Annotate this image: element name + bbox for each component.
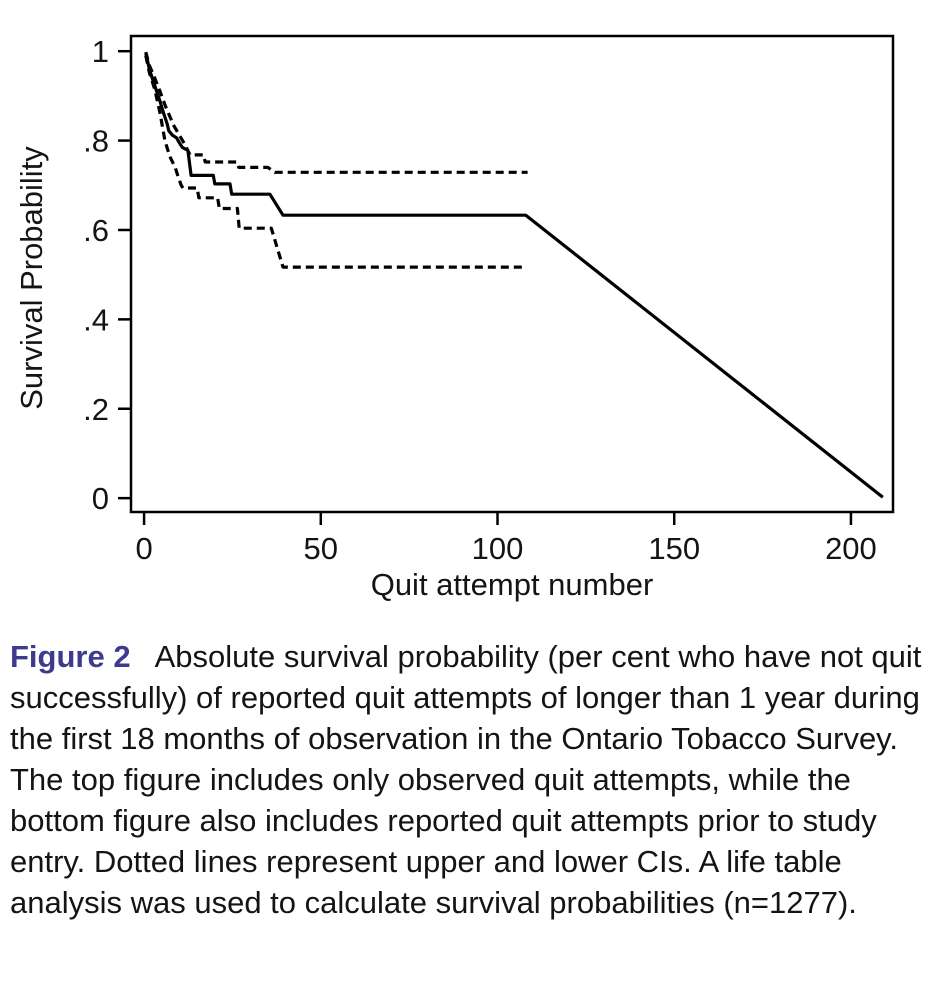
x-tick-label: 0 — [135, 531, 152, 566]
x-tick-label: 200 — [825, 531, 877, 566]
y-tick-label: .4 — [83, 302, 109, 337]
y-tick-label: .8 — [83, 124, 109, 159]
x-tick-label: 150 — [648, 531, 700, 566]
figure-caption: Figure 2 Absolute survival probability (p… — [10, 636, 938, 923]
series-survival-estimate — [144, 53, 884, 499]
series-upper-ci — [144, 51, 528, 174]
caption-text: Absolute survival probability (per cent … — [10, 639, 922, 920]
x-tick-label: 100 — [472, 531, 524, 566]
y-tick-label: .2 — [83, 392, 109, 427]
survival-chart: 1 .8 .6 .4 .2 0 200 150 100 50 0 Quit attempt numb… — [14, 34, 895, 602]
x-axis-title: Quit attempt number — [371, 567, 654, 602]
chart-svg: 1 .8 .6 .4 .2 0 200 150 100 50 0 Quit attempt numb… — [14, 34, 895, 602]
x-tick-label: 50 — [304, 531, 338, 566]
y-tick-label: 1 — [92, 34, 109, 69]
plot-border — [129, 34, 895, 514]
y-axis-title: Survival Probability — [14, 146, 49, 410]
figure-label: Figure 2 — [10, 639, 131, 674]
y-tick-label: 0 — [92, 481, 109, 516]
series-lower-ci — [144, 55, 524, 269]
y-tick-label: .6 — [83, 213, 109, 248]
